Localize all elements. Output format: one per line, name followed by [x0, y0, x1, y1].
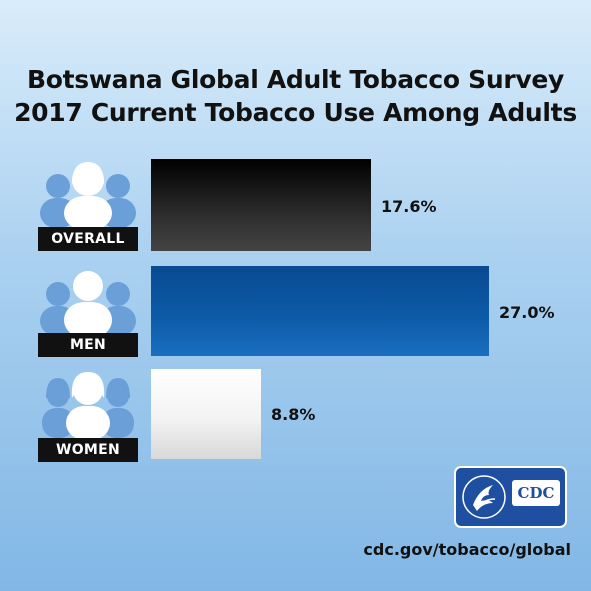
man-icon — [40, 271, 136, 338]
hhs-eagle-icon — [462, 475, 506, 519]
chart-subtitle: 2017 Current Tobacco Use Among Adults — [14, 98, 577, 127]
value-label-men: 27.0% — [499, 303, 555, 322]
category-label-men: MEN — [38, 333, 138, 357]
category-label-women: WOMEN — [38, 438, 138, 462]
value-label-women: 8.8% — [271, 405, 316, 424]
category-label-overall: OVERALL — [38, 227, 138, 251]
bar-men — [151, 266, 489, 356]
footer-url[interactable]: cdc.gov/tobacco/global — [363, 540, 571, 559]
woman-icon — [42, 372, 134, 440]
chart-title: Botswana Global Adult Tobacco Survey — [26, 65, 565, 94]
cdc-logo: CDC — [454, 466, 567, 528]
value-label-overall: 17.6% — [381, 197, 437, 216]
bar-women — [151, 369, 261, 459]
bar-overall — [151, 159, 371, 251]
people-group-icon — [40, 162, 136, 230]
cdc-logo-text: CDC — [512, 480, 560, 506]
